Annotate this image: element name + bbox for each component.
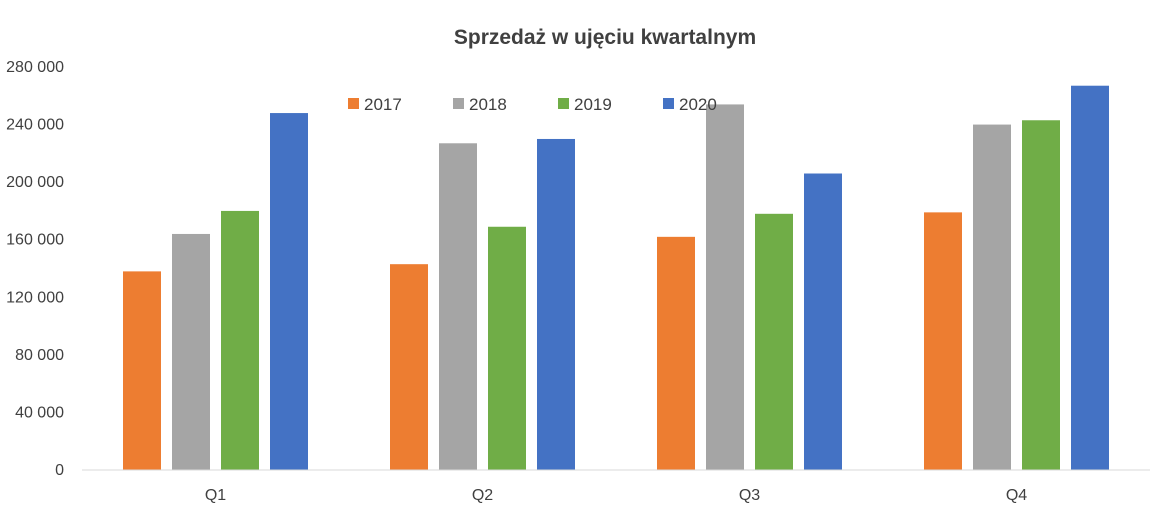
legend-swatch — [453, 98, 464, 109]
bar-2019-q3 — [755, 213, 793, 471]
x-tick-label: Q1 — [205, 487, 226, 504]
y-tick-label: 120 000 — [6, 289, 64, 306]
y-tick-label: 80 000 — [15, 347, 64, 364]
x-tick-label: Q3 — [739, 487, 760, 504]
bar-2019-q1 — [221, 210, 259, 470]
legend-item: 2019 — [558, 95, 612, 114]
legend-item: 2017 — [348, 95, 402, 114]
legend-swatch — [558, 98, 569, 109]
bar-2017-q4 — [924, 212, 962, 470]
bar-2018-q4 — [973, 124, 1011, 471]
bar-2017-q1 — [123, 271, 161, 470]
bar-2020-q2 — [537, 138, 575, 470]
bar-2020-q4 — [1071, 85, 1109, 470]
legend-item: 2018 — [453, 95, 507, 114]
legend-label: 2020 — [679, 95, 717, 114]
x-axis: Q1 Q2 Q3 Q4 — [205, 487, 1027, 504]
bar-2018-q1 — [172, 233, 210, 470]
legend-swatch — [348, 98, 359, 109]
legend: 2017 2018 2019 2020 — [348, 95, 717, 114]
y-tick-label: 280 000 — [6, 59, 64, 76]
chart-title: Sprzedaż w ujęciu kwartalnym — [454, 26, 756, 49]
bar-2019-q4 — [1022, 120, 1060, 470]
bars — [123, 85, 1109, 471]
y-axis: 0 40 000 80 000 120 000 160 000 200 000 240 00… — [6, 59, 64, 479]
x-tick-label: Q2 — [472, 487, 493, 504]
legend-swatch — [663, 98, 674, 109]
y-tick-label: 240 000 — [6, 117, 64, 134]
bar-2019-q2 — [488, 226, 526, 470]
bar-2018-q2 — [439, 143, 477, 470]
y-tick-label: 40 000 — [15, 404, 64, 421]
x-tick-label: Q4 — [1006, 487, 1027, 504]
bar-2017-q2 — [390, 264, 428, 470]
y-tick-label: 0 — [55, 462, 64, 479]
legend-label: 2019 — [574, 95, 612, 114]
bar-2020-q1 — [270, 113, 308, 471]
y-tick-label: 160 000 — [6, 232, 64, 249]
bar-2018-q3 — [706, 104, 744, 471]
legend-label: 2018 — [469, 95, 507, 114]
legend-item: 2020 — [663, 95, 717, 114]
y-tick-label: 200 000 — [6, 174, 64, 191]
legend-label: 2017 — [364, 95, 402, 114]
bar-2020-q3 — [804, 173, 842, 470]
bar-2017-q3 — [657, 236, 695, 470]
